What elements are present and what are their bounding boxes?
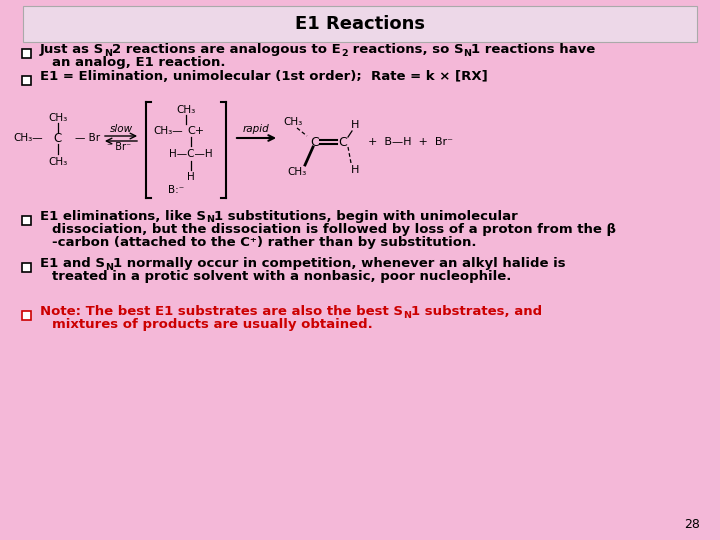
Text: E1 = Elimination, unimolecular (1st order);  Rate = k × [RX]: E1 = Elimination, unimolecular (1st orde…	[40, 70, 487, 83]
Text: mixtures of products are usually obtained.: mixtures of products are usually obtaine…	[52, 318, 373, 331]
Text: slow: slow	[109, 124, 132, 134]
Text: CH₃—: CH₃—	[13, 133, 42, 143]
Text: C: C	[310, 136, 320, 148]
Text: N: N	[104, 49, 112, 57]
Text: dissociation, but the dissociation is followed by loss of a proton from the β: dissociation, but the dissociation is fo…	[52, 223, 616, 236]
Text: CH₃—: CH₃—	[153, 126, 183, 136]
Text: H: H	[187, 172, 195, 182]
Text: H—C—H: H—C—H	[169, 149, 213, 159]
Text: C+: C+	[187, 126, 204, 136]
Text: 1 substitutions, begin with unimolecular: 1 substitutions, begin with unimolecular	[214, 210, 518, 223]
Bar	[22, 262, 31, 272]
Bar	[22, 215, 31, 225]
Text: 1 normally occur in competition, whenever an alkyl halide is: 1 normally occur in competition, wheneve…	[113, 257, 566, 270]
Text: -carbon (attached to the C⁺) rather than by substitution.: -carbon (attached to the C⁺) rather than…	[52, 236, 477, 249]
Text: CH₃: CH₃	[176, 105, 196, 115]
Text: ⁻ Br⁻: ⁻ Br⁻	[107, 142, 131, 152]
Text: CH₃: CH₃	[48, 157, 68, 167]
Text: B:⁻: B:⁻	[168, 185, 184, 195]
Text: H: H	[351, 165, 359, 175]
Text: 2: 2	[341, 49, 348, 57]
Text: 2 reactions are analogous to E: 2 reactions are analogous to E	[112, 43, 341, 56]
Text: CH₃: CH₃	[284, 117, 302, 127]
Text: Just as S: Just as S	[40, 43, 104, 56]
FancyBboxPatch shape	[23, 6, 697, 42]
Bar	[22, 49, 31, 57]
Text: reactions, so S: reactions, so S	[348, 43, 463, 56]
Text: E1 and S: E1 and S	[40, 257, 105, 270]
Text: N: N	[105, 262, 113, 272]
Text: N: N	[463, 49, 472, 57]
Text: N: N	[403, 310, 411, 320]
Text: E1 Reactions: E1 Reactions	[295, 15, 425, 33]
Text: E1 eliminations, like S: E1 eliminations, like S	[40, 210, 206, 223]
Text: C: C	[54, 132, 62, 145]
Text: C: C	[338, 136, 347, 148]
Text: 1 substrates, and: 1 substrates, and	[411, 305, 542, 318]
Text: CH₃: CH₃	[48, 113, 68, 123]
Text: H: H	[351, 120, 359, 130]
Text: Note: The best E1 substrates are also the best S: Note: The best E1 substrates are also th…	[40, 305, 403, 318]
Text: CH₃: CH₃	[287, 167, 307, 177]
Bar	[22, 76, 31, 84]
Text: 28: 28	[684, 518, 700, 531]
Text: 1 reactions have: 1 reactions have	[472, 43, 595, 56]
Text: rapid: rapid	[243, 124, 270, 134]
Text: N: N	[206, 215, 214, 225]
Text: treated in a protic solvent with a nonbasic, poor nucleophile.: treated in a protic solvent with a nonba…	[52, 270, 511, 283]
Text: — Br: — Br	[76, 133, 101, 143]
Bar	[22, 310, 31, 320]
Text: an analog, E1 reaction.: an analog, E1 reaction.	[52, 56, 225, 69]
Text: +  B—H  +  Br⁻: + B—H + Br⁻	[368, 137, 453, 147]
